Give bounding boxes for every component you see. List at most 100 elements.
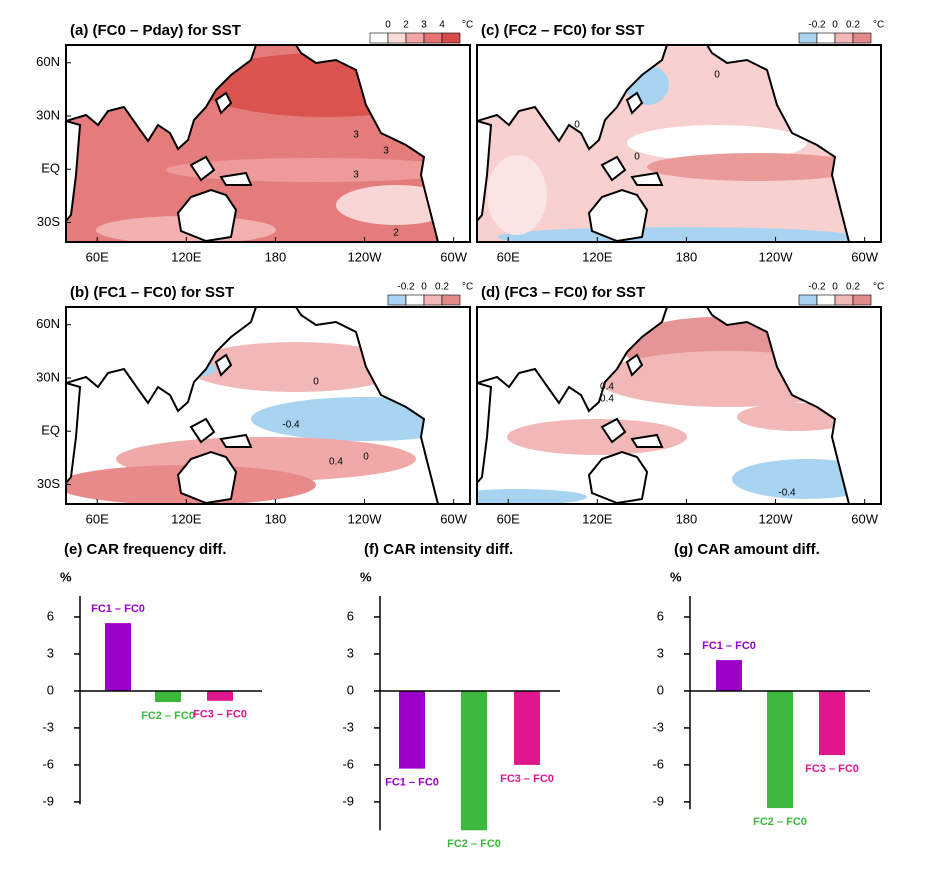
y-tick-label: 0	[347, 682, 354, 697]
colorbar-unit: °C	[873, 282, 884, 293]
colorbar-label: -0.2	[397, 282, 415, 293]
y-tick-label: 3	[657, 645, 664, 660]
map-body	[66, 45, 470, 242]
y-tick-label: -6	[42, 756, 54, 771]
map-panel: 60E 120E 180 120W 60W 60N 30N EQ 30S 3 3 3 2 (a) (FC0…	[36, 20, 473, 265]
colorbar-box	[387, 32, 407, 44]
x-tick-label: 120W	[348, 511, 383, 526]
y-tick-label: 0	[47, 682, 54, 697]
bar-label: FC2 – FC0	[753, 816, 807, 828]
sst-anomaly	[186, 342, 406, 392]
colorbar-box	[834, 294, 854, 306]
y-tick-label: -3	[42, 719, 54, 734]
y-tick-label: 6	[657, 608, 664, 623]
y-tick-label: EQ	[41, 161, 60, 176]
colorbar-label: 4	[439, 20, 445, 31]
contour-label: -0.4	[778, 488, 796, 499]
colorbar-label: 0.2	[846, 20, 860, 31]
y-tick-label: 60N	[36, 54, 60, 69]
y-tick-label: 30N	[36, 107, 60, 122]
colorbar-box	[423, 32, 443, 44]
panel-title: (d) (FC3 – FC0) for SST	[481, 284, 645, 301]
contour-label: 0.4	[329, 457, 343, 468]
colorbar-box	[816, 32, 836, 44]
colorbar-box	[387, 294, 407, 306]
y-tick-label: -3	[342, 719, 354, 734]
colorbar-unit: °C	[462, 282, 473, 293]
bar	[716, 660, 742, 691]
chart-title: (f) CAR intensity diff.	[364, 541, 513, 558]
colorbar-unit: °C	[873, 20, 884, 31]
x-tick-label: 180	[676, 511, 698, 526]
contour-label: 0	[363, 452, 369, 463]
x-tick-label: 120W	[759, 511, 794, 526]
colorbar-box	[423, 294, 443, 306]
bar-label: FC1 – FC0	[385, 777, 439, 789]
contour-label: -0.4	[282, 420, 300, 431]
colorbar-label: -0.2	[808, 282, 826, 293]
map-panel: 60E 120E 180 120W 60W 60N 30N EQ 30S 0 -0.4 0 0.4 (b)…	[36, 282, 473, 527]
x-tick-label: 60W	[440, 511, 467, 526]
x-tick-label: 120E	[171, 249, 202, 264]
sst-anomaly	[477, 489, 587, 504]
x-tick-label: 180	[265, 249, 287, 264]
contour-label: 0	[634, 152, 640, 163]
colorbar-box	[441, 294, 461, 306]
colorbar-unit: °C	[462, 20, 473, 31]
colorbar-label: 0.2	[846, 282, 860, 293]
x-tick-label: 180	[676, 249, 698, 264]
colorbar-box	[852, 294, 872, 306]
sst-anomaly	[647, 153, 867, 181]
x-tick-label: 60E	[497, 249, 520, 264]
contour-label: 3	[353, 130, 359, 141]
y-axis-label: %	[360, 569, 372, 584]
y-tick-label: EQ	[41, 423, 60, 438]
colorbar-box	[852, 32, 872, 44]
chart-title: (e) CAR frequency diff.	[64, 541, 227, 558]
colorbar-box	[405, 32, 425, 44]
bar-label: FC3 – FC0	[193, 709, 247, 721]
bar-label: FC1 – FC0	[702, 640, 756, 652]
frame	[476, 44, 882, 243]
map-panel: 60E 120E 180 120W 60W 0.40.4 -0.4 (d) (FC3 – FC…	[476, 282, 884, 526]
bar	[461, 690, 487, 831]
x-tick-label: 60E	[86, 249, 109, 264]
bar-label: FC3 – FC0	[500, 773, 554, 785]
x-tick-label: 120E	[582, 249, 613, 264]
colorbar-label: -0.2	[808, 20, 826, 31]
bar	[155, 690, 181, 703]
colorbar-label: 2	[403, 20, 409, 31]
bar	[514, 690, 540, 765]
panel-title: (b) (FC1 – FC0) for SST	[70, 284, 234, 301]
y-tick-label: 30N	[36, 369, 60, 384]
colorbar-label: 0	[832, 20, 838, 31]
map-body	[477, 45, 881, 242]
y-tick-label: 6	[347, 608, 354, 623]
y-axis-label: %	[60, 569, 72, 584]
contour-label: 0.4	[600, 394, 614, 405]
y-tick-label: -9	[342, 793, 354, 808]
colorbar-label: 0	[832, 282, 838, 293]
colorbar-box	[816, 294, 836, 306]
colorbar-label: 3	[421, 20, 427, 31]
bar-label: FC2 – FC0	[141, 710, 195, 722]
map-body	[66, 307, 470, 504]
y-tick-label: 3	[47, 645, 54, 660]
x-tick-label: 60W	[440, 249, 467, 264]
y-tick-label: -9	[652, 793, 664, 808]
frame	[65, 306, 471, 505]
bar-label: FC2 – FC0	[447, 838, 501, 850]
colorbar-box	[834, 32, 854, 44]
bar-label: FC3 – FC0	[805, 763, 859, 775]
y-tick-label: -6	[652, 756, 664, 771]
y-tick-label: 60N	[36, 316, 60, 331]
frame	[476, 306, 882, 505]
x-tick-label: 60W	[851, 511, 878, 526]
colorbar-box	[798, 294, 818, 306]
bar	[207, 690, 233, 701]
y-axis-label: %	[670, 569, 682, 584]
x-tick-label: 60W	[851, 249, 878, 264]
bar	[105, 623, 131, 691]
x-tick-label: 60E	[497, 511, 520, 526]
